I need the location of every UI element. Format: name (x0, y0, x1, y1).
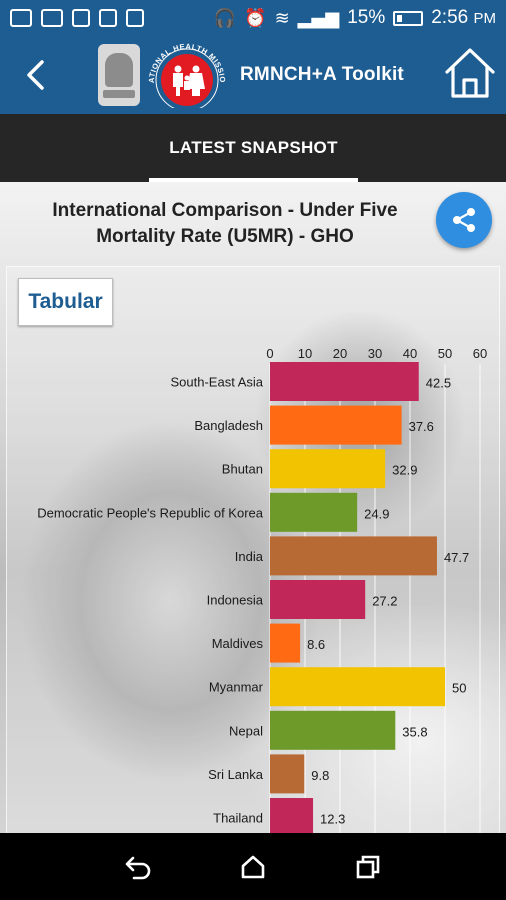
value-label: 50 (452, 681, 466, 696)
battery-percent: 15% (347, 7, 386, 28)
category-label: Myanmar (209, 680, 264, 695)
notification-icon (10, 9, 32, 27)
app-header: NATIONAL HEALTH MISSION RMNCH+A Toolkit (0, 35, 506, 114)
bar (270, 754, 305, 794)
value-label: 42.5 (426, 376, 451, 391)
nav-back-icon (125, 856, 150, 879)
active-tab-indicator (149, 178, 358, 182)
nhm-logo: NATIONAL HEALTH MISSION (141, 35, 230, 112)
category-label: Sri Lanka (208, 767, 264, 782)
category-label: Bangladesh (194, 418, 263, 433)
x-tick-label: 50 (438, 346, 452, 361)
battery-icon (393, 10, 424, 26)
value-label: 47.7 (444, 550, 469, 565)
value-label: 8.6 (307, 637, 325, 652)
alarm-icon: ⏰ (244, 7, 267, 29)
bar (270, 449, 386, 489)
system-nav-bar (0, 833, 506, 900)
x-tick-label: 30 (368, 346, 382, 361)
notification-icons (10, 9, 144, 27)
notification-icon (99, 9, 117, 27)
snapshot-content: International Comparison - Under Five Mo… (0, 182, 506, 833)
tab-latest-snapshot[interactable]: LATEST SNAPSHOT (169, 138, 338, 157)
bar (270, 798, 314, 833)
category-label: India (235, 549, 264, 564)
tabular-button[interactable]: Tabular (18, 278, 113, 326)
bar (270, 580, 366, 619)
back-arrow-icon (27, 60, 44, 90)
x-tick-label: 20 (333, 346, 347, 361)
bar (270, 623, 301, 663)
category-label: Thailand (213, 811, 263, 826)
signal-icon: ▂▄▆ (297, 7, 340, 29)
category-label: Democratic People's Republic of Korea (37, 505, 264, 520)
share-icon (453, 208, 475, 232)
value-label: 32.9 (392, 463, 417, 478)
app-logos: NATIONAL HEALTH MISSION RMNCH+A Toolkit (98, 35, 404, 112)
headset-icon: 🎧 (213, 7, 237, 29)
home-icon (445, 48, 495, 98)
bar (270, 667, 445, 707)
home-button[interactable] (442, 44, 498, 104)
x-tick-label: 60 (473, 346, 487, 361)
x-tick-label: 40 (403, 346, 417, 361)
x-tick-label: 10 (298, 346, 312, 361)
value-label: 37.6 (409, 419, 434, 434)
notification-icon (72, 9, 90, 27)
share-button[interactable] (436, 192, 492, 248)
nav-recents-icon (357, 855, 380, 878)
tab-bar: LATEST SNAPSHOT (0, 114, 506, 182)
bar (270, 536, 437, 576)
back-button[interactable] (0, 36, 70, 114)
nav-home-icon (241, 855, 265, 878)
bar (270, 405, 402, 445)
notification-icon (41, 9, 63, 27)
category-label: South-East Asia (171, 375, 264, 390)
value-label: 24.9 (364, 506, 389, 521)
value-label: 35.8 (402, 724, 427, 739)
clock: 2:56 PM (431, 7, 496, 28)
value-label: 9.8 (311, 768, 329, 783)
nav-back-button[interactable] (118, 847, 158, 887)
bar (270, 492, 358, 532)
value-label: 12.3 (320, 812, 345, 827)
category-label: Indonesia (207, 593, 264, 608)
app-title: RMNCH+A Toolkit (240, 64, 404, 85)
category-label: Nepal (229, 723, 263, 738)
nav-home-button[interactable] (233, 847, 273, 887)
chart-panel (6, 266, 500, 833)
nav-recents-button[interactable] (348, 847, 388, 887)
value-label: 27.2 (372, 594, 397, 609)
chart-title: International Comparison - Under Five Mo… (52, 200, 398, 247)
x-tick-label: 0 (266, 346, 273, 361)
status-bar: 🎧 ⏰ ≋ ▂▄▆ 15% 2:56 PM (0, 0, 506, 36)
wifi-icon: ≋ (274, 7, 290, 29)
bar-chart: 0 10 20 30 40 50 60 South-East Asia 42.5 Banglade… (37, 346, 487, 833)
bar (270, 362, 419, 401)
category-label: Bhutan (222, 462, 263, 477)
bar (270, 710, 396, 750)
national-emblem-logo (98, 44, 140, 106)
notification-icon (126, 9, 144, 27)
category-label: Maldives (212, 636, 264, 651)
